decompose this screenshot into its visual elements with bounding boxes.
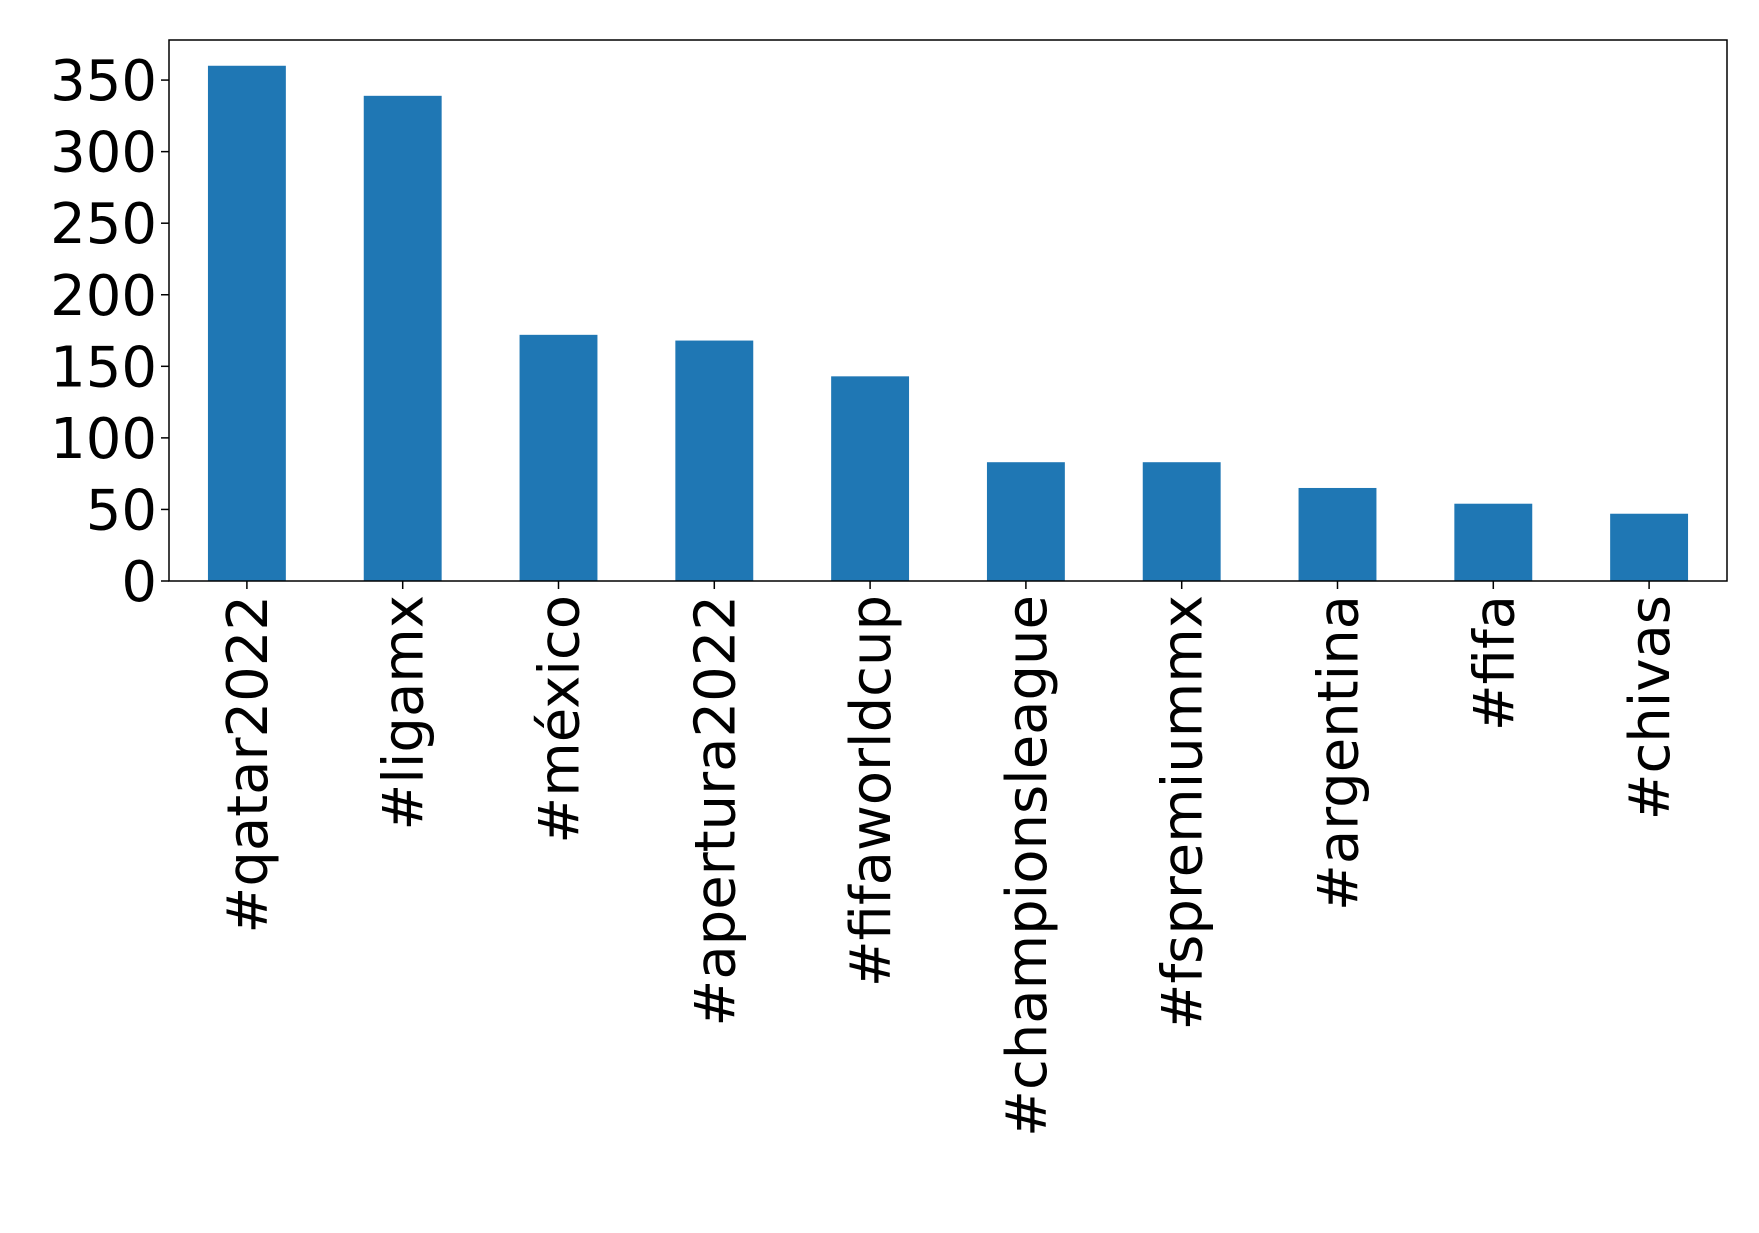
- x-tick-label: #apertura2022: [683, 595, 748, 1027]
- y-tick-label: 0: [121, 550, 157, 615]
- bar: [1610, 513, 1689, 581]
- x-tick-label: #chivas: [1618, 595, 1683, 820]
- x-tick-label: #fifaworldcup: [839, 595, 904, 987]
- y-tick-label: 250: [50, 192, 157, 257]
- y-tick-label: 100: [50, 407, 157, 472]
- bar: [363, 95, 442, 582]
- y-tick-label: 200: [50, 264, 157, 329]
- x-tick-label: #fspremiummx: [1151, 595, 1216, 1030]
- x-tick-label: #qatar2022: [216, 595, 281, 934]
- y-tick-label: 50: [86, 478, 157, 543]
- bar: [519, 334, 598, 581]
- bar: [1142, 462, 1221, 581]
- x-tick-label: #championsleague: [995, 595, 1060, 1137]
- bar: [207, 65, 286, 581]
- bar: [675, 340, 754, 581]
- x-tick-label: #argentina: [1307, 595, 1372, 911]
- y-tick-label: 300: [50, 121, 157, 186]
- axes-frame: [168, 39, 1728, 582]
- x-tick-label: #ligamx: [372, 595, 437, 831]
- bar: [831, 376, 910, 581]
- x-tick-label: #fifa: [1462, 595, 1527, 731]
- x-tick-label: #méxico: [528, 595, 593, 844]
- bar: [1298, 487, 1377, 581]
- bar: [986, 462, 1065, 581]
- y-tick-label: 150: [50, 335, 157, 400]
- bar: [1454, 503, 1533, 581]
- y-tick-label: 350: [50, 49, 157, 114]
